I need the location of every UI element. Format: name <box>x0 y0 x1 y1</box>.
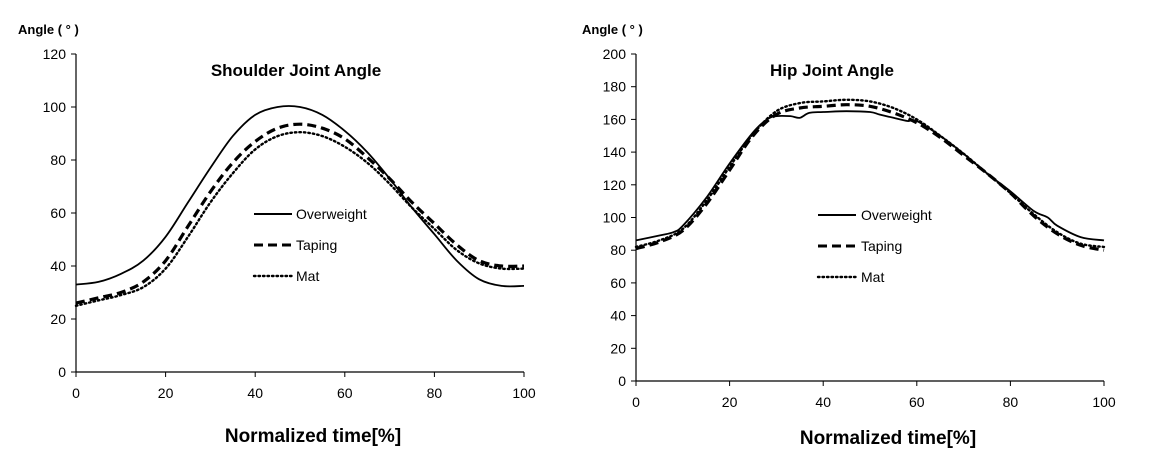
y-tick-label: 180 <box>603 79 627 95</box>
legend-label: Taping <box>296 237 337 253</box>
y-tick-label: 40 <box>50 258 66 274</box>
legend-item: Taping <box>254 237 337 253</box>
legend-label: Taping <box>861 238 902 254</box>
y-axis-label: Angle ( ° ) <box>582 22 643 37</box>
x-axis-label: Normalized time[%] <box>225 426 401 447</box>
y-ticks: 0 20 40 60 80 100 120 <box>43 46 76 380</box>
legend: Overweight Taping Mat <box>252 206 367 284</box>
y-tick-label: 160 <box>603 111 627 127</box>
series-line-overweight <box>635 110 1105 242</box>
y-tick-label: 200 <box>603 46 627 62</box>
x-tick-label: 20 <box>158 385 174 401</box>
chart-shoulder: Angle ( ° ) Shoulder Joint Angle 0 20 40 60… <box>18 22 536 447</box>
series-line-mat <box>634 98 1106 249</box>
legend-item: Overweight <box>254 206 367 222</box>
y-tick-label: 40 <box>610 308 626 324</box>
x-ticks: 0 20 40 60 80 100 <box>72 372 536 401</box>
y-tick-label: 0 <box>618 373 626 389</box>
x-tick-label: 80 <box>427 385 443 401</box>
legend: Overweight Taping Mat <box>816 207 932 285</box>
chart-title: Shoulder Joint Angle <box>211 61 381 80</box>
y-tick-label: 80 <box>610 242 626 258</box>
y-tick-label: 100 <box>43 99 67 115</box>
y-tick-label: 20 <box>610 340 626 356</box>
legend-item: Mat <box>252 268 319 284</box>
y-tick-label: 20 <box>50 311 66 327</box>
y-tick-label: 120 <box>603 177 627 193</box>
legend-label: Overweight <box>861 207 932 223</box>
y-tick-label: 0 <box>58 364 66 380</box>
legend-item: Taping <box>818 238 902 254</box>
x-axis-label: Normalized time[%] <box>800 428 976 449</box>
legend-label: Mat <box>296 268 319 284</box>
legend-item: Mat <box>816 269 884 285</box>
series-lines <box>634 98 1106 252</box>
y-ticks: 0 20 40 60 80 100 120 140 160 180 200 <box>603 46 636 389</box>
y-tick-label: 100 <box>603 210 627 226</box>
x-tick-label: 60 <box>909 394 925 410</box>
x-tick-label: 80 <box>1003 394 1019 410</box>
x-tick-label: 100 <box>1092 394 1116 410</box>
x-tick-label: 0 <box>72 385 80 401</box>
x-tick-label: 40 <box>815 394 831 410</box>
legend-label: Overweight <box>296 206 367 222</box>
series-lines <box>74 105 526 307</box>
y-tick-label: 140 <box>603 144 627 160</box>
x-ticks: 0 20 40 60 80 100 <box>632 381 1116 410</box>
series-line-taping <box>635 103 1105 252</box>
x-tick-label: 40 <box>247 385 263 401</box>
chart-hip: Angle ( ° ) Hip Joint Angle 0 20 40 60 80 100… <box>582 22 1116 449</box>
y-tick-label: 60 <box>50 205 66 221</box>
x-tick-label: 60 <box>337 385 353 401</box>
y-tick-label: 60 <box>610 275 626 291</box>
x-tick-label: 20 <box>722 394 738 410</box>
x-tick-label: 0 <box>632 394 640 410</box>
legend-item: Overweight <box>818 207 932 223</box>
legend-label: Mat <box>861 269 884 285</box>
chart-title: Hip Joint Angle <box>770 61 894 80</box>
x-tick-label: 100 <box>512 385 536 401</box>
y-tick-label: 80 <box>50 152 66 168</box>
y-axis-label: Angle ( ° ) <box>18 22 79 37</box>
series-line-overweight <box>75 105 525 288</box>
series-line-taping <box>75 122 525 305</box>
series-line-mat <box>74 131 526 307</box>
y-tick-label: 120 <box>43 46 67 62</box>
